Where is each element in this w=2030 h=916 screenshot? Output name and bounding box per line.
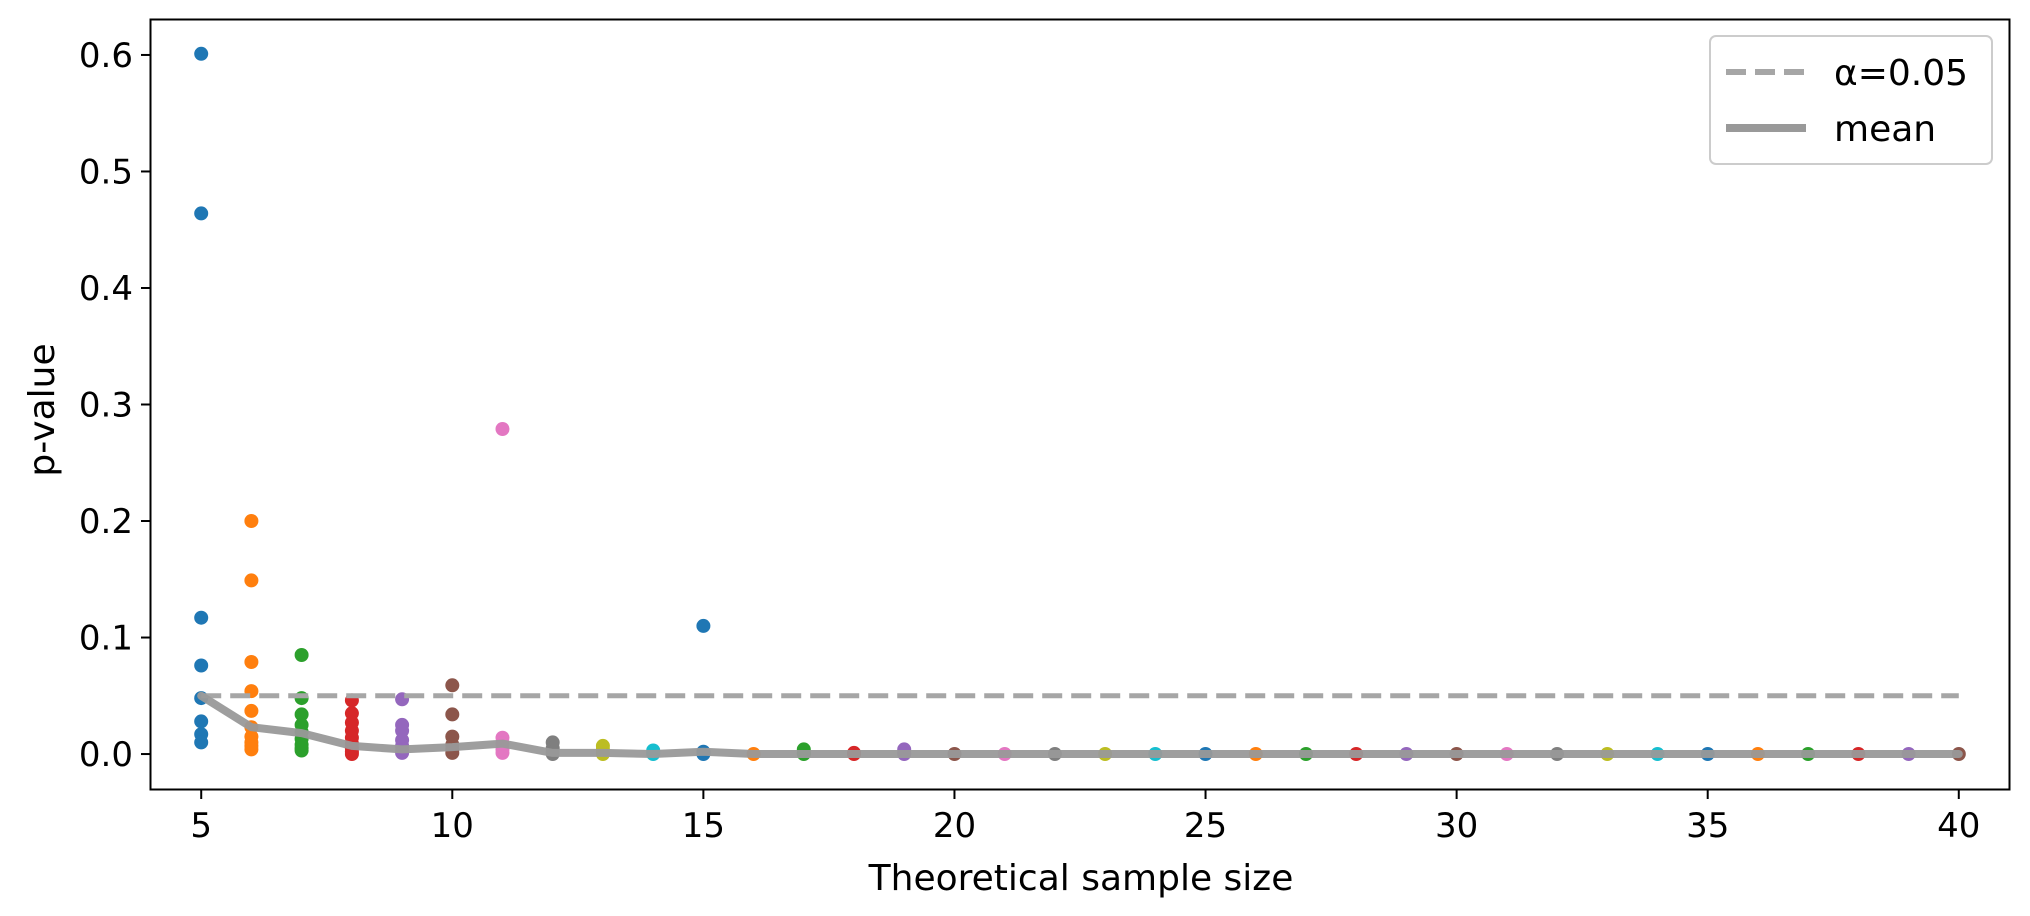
x-tick-label: 25 xyxy=(1184,806,1227,846)
data-point xyxy=(344,747,359,761)
y-axis-ticks: 0.0 0.1 0.2 0.3 0.4 0.5 0.6 xyxy=(79,36,151,775)
scatter-points xyxy=(194,46,1966,761)
data-point xyxy=(194,658,209,673)
data-point xyxy=(495,422,510,436)
mean-line xyxy=(197,691,1963,758)
x-tick-label: 40 xyxy=(1937,806,1980,846)
data-point xyxy=(445,707,460,722)
data-point xyxy=(244,703,259,718)
data-point xyxy=(244,514,259,528)
x-tick-label: 30 xyxy=(1435,806,1478,846)
y-tick-label: 0.3 xyxy=(79,386,133,426)
legend: α=0.05 mean xyxy=(1709,35,1993,165)
legend-alpha-label: α=0.05 xyxy=(1834,53,1968,94)
series-x-7 xyxy=(294,648,309,758)
data-point xyxy=(194,46,209,61)
data-point xyxy=(194,610,209,625)
x-tick-label: 5 xyxy=(190,806,212,846)
series-x-8 xyxy=(344,693,359,761)
data-point xyxy=(696,618,711,633)
data-point xyxy=(294,707,309,722)
x-axis-title: Theoretical sample size xyxy=(868,858,1294,899)
x-tick-label: 20 xyxy=(933,806,976,846)
data-point xyxy=(194,206,209,221)
y-tick-label: 0.0 xyxy=(79,735,133,775)
reference-lines xyxy=(197,691,1963,758)
data-point xyxy=(194,714,209,729)
x-tick-label: 10 xyxy=(431,806,474,846)
y-tick-label: 0.4 xyxy=(79,269,133,309)
y-tick-label: 0.1 xyxy=(79,619,133,659)
series-x-11 xyxy=(495,422,510,760)
series-x-5 xyxy=(194,46,209,750)
x-tick-label: 35 xyxy=(1686,806,1729,846)
data-point xyxy=(495,745,510,760)
y-tick-label: 0.5 xyxy=(79,152,133,192)
x-tick-label: 15 xyxy=(682,806,725,846)
data-point xyxy=(445,678,460,693)
y-axis-title: p-value xyxy=(22,343,63,476)
data-point xyxy=(294,648,309,662)
data-point xyxy=(244,742,259,757)
data-point xyxy=(294,743,309,758)
series-x-15 xyxy=(696,618,711,761)
x-axis-ticks: 5 10 15 20 25 30 35 40 xyxy=(190,789,1980,846)
y-tick-label: 0.2 xyxy=(79,502,133,542)
data-point xyxy=(194,735,209,750)
legend-mean-label: mean xyxy=(1834,109,1936,150)
data-point xyxy=(244,655,259,669)
data-point xyxy=(244,573,259,588)
y-tick-label: 0.6 xyxy=(79,36,133,76)
